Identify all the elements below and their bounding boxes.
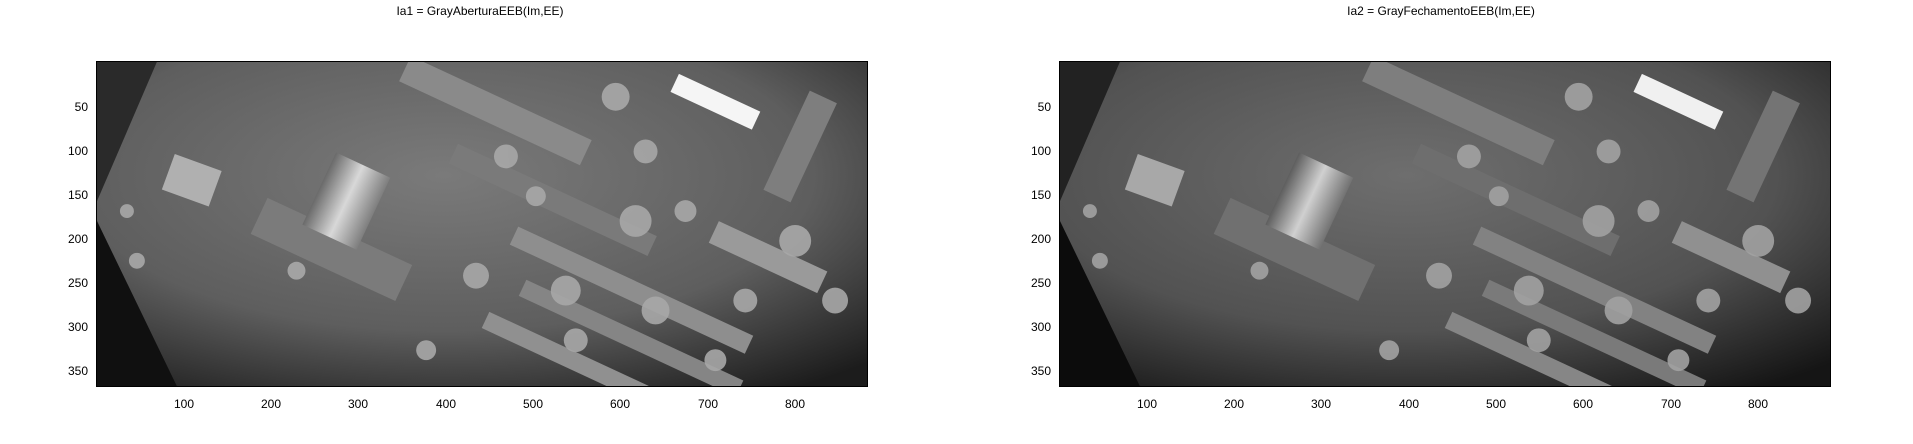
right-ytick-200: 200 (1030, 232, 1051, 246)
left-ytick-250: 250 (67, 276, 88, 290)
right-plot-panel: Ia2 = GrayFechamentoEEB(Im,EE) (956, 0, 1912, 444)
left-grayscale-image (97, 62, 867, 386)
right-ytick-300: 300 (1030, 320, 1051, 334)
left-xtick-800: 800 (784, 397, 806, 411)
right-xtick-300: 300 (1310, 397, 1332, 411)
left-xtick-700: 700 (697, 397, 719, 411)
right-xtick-400: 400 (1398, 397, 1420, 411)
right-xtick-500: 500 (1485, 397, 1507, 411)
right-xtick-200: 200 (1223, 397, 1245, 411)
right-ytick-250: 250 (1030, 276, 1051, 290)
right-ytick-100: 100 (1030, 144, 1051, 158)
left-xtick-200: 200 (260, 397, 282, 411)
right-grayscale-image (1060, 62, 1830, 386)
left-xtick-500: 500 (522, 397, 544, 411)
right-plot-title: Ia2 = GrayFechamentoEEB(Im,EE) (1347, 4, 1535, 18)
left-ytick-300: 300 (67, 320, 88, 334)
left-plot-panel: Ia1 = GrayAberturaEEB(Im,EE) (0, 0, 956, 444)
left-plot-title: Ia1 = GrayAberturaEEB(Im,EE) (396, 4, 564, 18)
left-xtick-100: 100 (173, 397, 195, 411)
left-ytick-150: 150 (67, 188, 88, 202)
right-xtick-700: 700 (1660, 397, 1682, 411)
left-ytick-200: 200 (67, 232, 88, 246)
left-ytick-350: 350 (67, 364, 88, 378)
left-ytick-50: 50 (74, 100, 88, 114)
right-image-axes (1059, 61, 1831, 387)
right-xtick-600: 600 (1572, 397, 1594, 411)
right-ytick-350: 350 (1030, 364, 1051, 378)
left-xtick-600: 600 (609, 397, 631, 411)
left-ytick-100: 100 (67, 144, 88, 158)
right-ytick-50: 50 (1037, 100, 1051, 114)
left-image-axes (96, 61, 868, 387)
right-ytick-150: 150 (1030, 188, 1051, 202)
left-xtick-300: 300 (347, 397, 369, 411)
right-xtick-800: 800 (1747, 397, 1769, 411)
right-xtick-100: 100 (1136, 397, 1158, 411)
left-xtick-400: 400 (435, 397, 457, 411)
